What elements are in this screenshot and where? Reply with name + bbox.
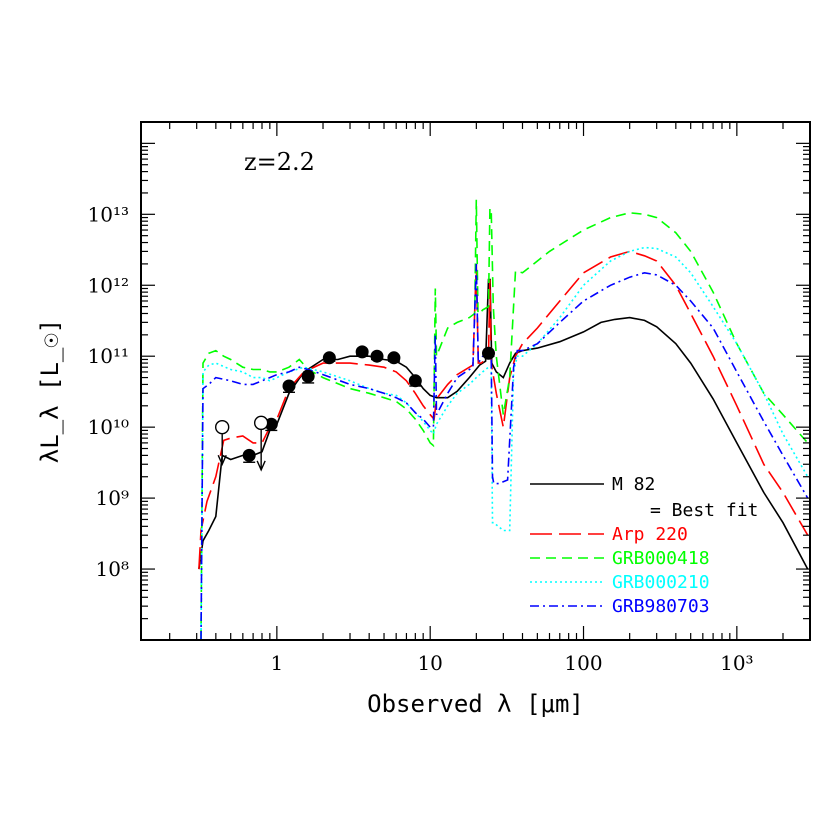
data-point-7: [387, 351, 401, 365]
legend-sublabel-m-82: = Best fit: [650, 500, 758, 521]
data-point-8: [408, 374, 422, 388]
data-point-3: [301, 369, 315, 383]
data-point-9: [481, 346, 495, 360]
y-tick-label: 10¹¹: [88, 344, 129, 368]
y-tick-label: 10⁸: [96, 557, 129, 581]
legend-label-arp-220: Arp 220: [612, 524, 688, 545]
points-layer: [214, 345, 495, 472]
data-point-5: [355, 345, 369, 359]
x-axis-label: Observed λ [μm]: [367, 690, 584, 718]
y-tick-label: 10¹³: [88, 202, 129, 226]
x-tick-label: 100: [564, 651, 602, 675]
data-point-0: [242, 448, 256, 462]
legend-label-grb000210: GRB000210: [612, 572, 710, 593]
x-tick-label: 10³: [720, 651, 753, 675]
legend-label-m-82: M 82: [612, 474, 655, 495]
y-tick-label: 10⁹: [96, 486, 129, 510]
legend: M 82 = Best fit Arp 220 GRB000418 GRB000210 G…: [530, 474, 758, 617]
data-point-6: [370, 349, 384, 363]
axes-layer: 1 10 100 10³ 10⁸ 10⁹ 10¹⁰ 10¹¹ 10¹² 10¹³ Observed …: [36, 121, 811, 718]
series-line-grb000210: [200, 246, 809, 640]
legend-label-grb980703: GRB980703: [612, 596, 710, 617]
upper-limit-arrow-0: [217, 454, 227, 466]
x-tick-label: 10: [417, 651, 442, 675]
y-axis-label: λL_λ [L_☉]: [36, 319, 64, 464]
data-point-2: [282, 379, 296, 393]
upper-limit-point-0: [214, 419, 230, 435]
curves-layer: [198, 199, 809, 640]
y-tick-label: 10¹²: [88, 273, 129, 297]
upper-limit-point-1: [253, 415, 269, 431]
y-tick-label: 10¹⁰: [88, 415, 129, 439]
data-point-4: [322, 351, 336, 365]
series-line-grb980703: [200, 263, 809, 640]
redshift-annotation: z=2.2: [244, 148, 315, 176]
upper-limit-arrow-1: [256, 460, 266, 472]
series-line-grb000418: [200, 199, 809, 640]
x-tick-label: 1: [270, 651, 283, 675]
plot-frame: [140, 121, 811, 641]
legend-label-grb000418: GRB000418: [612, 548, 710, 569]
series-line-m-82: [198, 278, 809, 570]
